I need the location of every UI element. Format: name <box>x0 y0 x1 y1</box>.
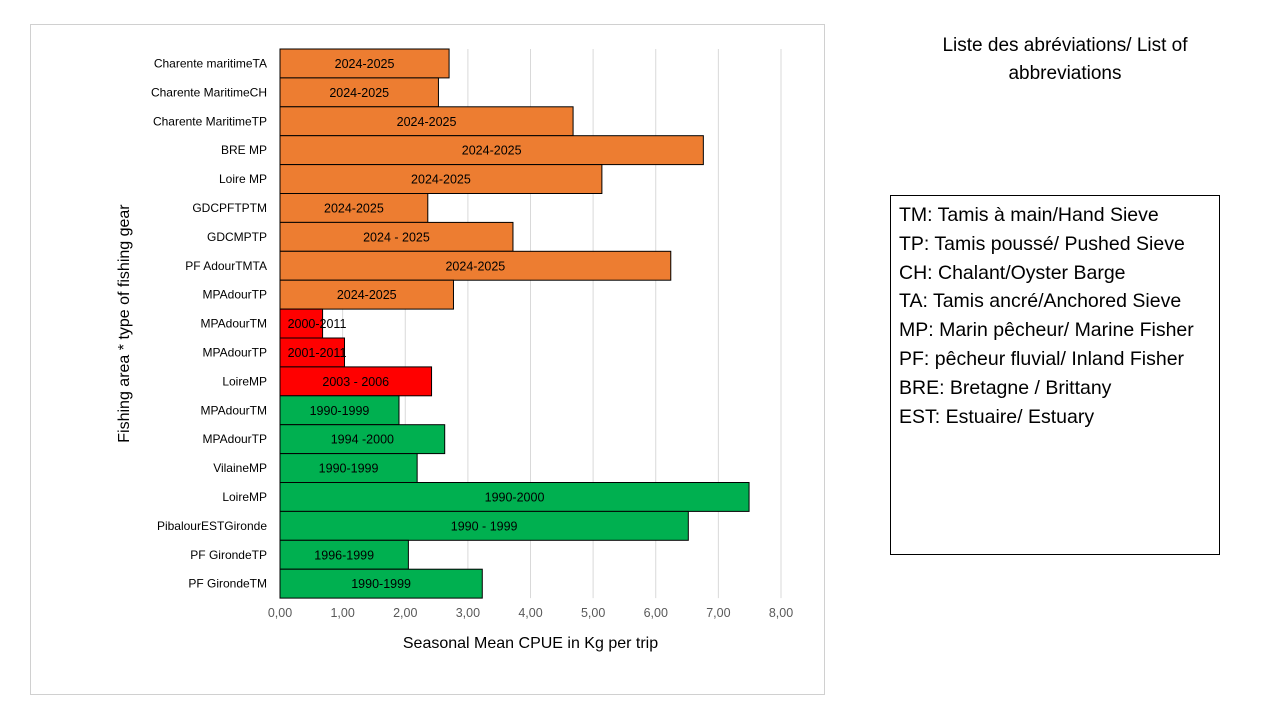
x-tick-label: 7,00 <box>706 606 730 620</box>
x-axis-title: Seasonal Mean CPUE in Kg per trip <box>403 635 658 652</box>
chart-area: 0,00 1,00 2,00 3,00 4,00 5,00 6,00 7,00 8,00 Char… <box>30 24 825 695</box>
category-label: MPAdourTP <box>203 345 267 359</box>
data-label: 2024-2025 <box>329 86 389 100</box>
abbreviation-line: TA: Tamis ancré/Anchored Sieve <box>899 290 1182 313</box>
bar <box>279 279 454 310</box>
category-label: PF GirondeTM <box>188 577 267 591</box>
abbreviation-line: PF: pêcheur fluvial/ Inland Fisher <box>899 347 1185 370</box>
category-label: MPAdourTP <box>203 432 267 446</box>
category-label: GDCPFTPTM <box>192 201 267 215</box>
bar <box>279 164 603 195</box>
category-label: BRE MP <box>221 143 267 157</box>
data-label: 1990 - 1999 <box>451 519 518 533</box>
data-label: 2024-2025 <box>335 57 395 71</box>
data-label: 2001-2011 <box>288 346 347 360</box>
data-label: 2024-2025 <box>397 115 457 129</box>
data-label: 2024 - 2025 <box>363 230 430 244</box>
category-label: VilaineMP <box>213 461 267 475</box>
abbreviation-line: MP: Marin pêcheur/ Marine Fisher <box>899 319 1194 342</box>
data-label: 1996-1999 <box>314 548 374 562</box>
bar <box>279 308 324 339</box>
abbreviation-line: BRE: Bretagne / Brittany <box>899 376 1112 399</box>
category-label: PF AdourTMTA <box>185 259 267 273</box>
category-label: LoireMP <box>222 490 267 504</box>
x-tick-label: 3,00 <box>456 606 480 620</box>
data-label: 1990-1999 <box>310 404 370 418</box>
y-axis-title: Fishing area * type of fishing gear <box>116 204 133 443</box>
category-label: Charente MaritimeCH <box>151 85 267 99</box>
bar <box>279 250 672 281</box>
data-label: 1990-2000 <box>485 490 545 504</box>
category-label: MPAdourTM <box>201 317 267 331</box>
data-label: 2024-2025 <box>462 144 522 158</box>
bar <box>279 510 689 541</box>
data-label: 2024-2025 <box>324 201 384 215</box>
bar <box>279 453 418 484</box>
abbreviation-line: TM: Tamis à main/Hand Sieve <box>899 204 1159 226</box>
bar <box>279 337 346 368</box>
abbreviation-line: CH: Chalant/Oyster Barge <box>899 261 1126 284</box>
data-label: 1994 -2000 <box>331 433 394 447</box>
bar <box>279 568 483 599</box>
data-label: 2024-2025 <box>337 288 397 302</box>
abbreviations-title: Liste des abréviations/ List of abbrevia… <box>942 35 1188 84</box>
category-label: Charente maritimeTA <box>154 56 267 70</box>
x-tick-label: 4,00 <box>518 606 542 620</box>
bar <box>279 482 750 512</box>
data-label: 2000-2011 <box>288 317 347 331</box>
data-label: 1990-1999 <box>319 462 379 476</box>
x-tick-label: 6,00 <box>644 606 668 620</box>
x-tick-label: 2,00 <box>393 606 417 620</box>
data-label: 2024-2025 <box>445 259 505 273</box>
data-label: 2024-2025 <box>411 173 471 187</box>
bar <box>279 221 514 252</box>
bar <box>279 424 446 455</box>
bar-chart: 0,00 1,00 2,00 3,00 4,00 5,00 6,00 7,00 8,00 Char… <box>116 48 793 652</box>
x-tick-label: 5,00 <box>581 606 605 620</box>
category-label: Loire MP <box>219 172 267 186</box>
abbreviation-line: EST: Estuaire/ Estuary <box>899 405 1095 428</box>
bar <box>279 106 574 137</box>
x-tick-label: 0,00 <box>268 606 292 620</box>
bar <box>279 193 429 223</box>
bar <box>279 135 704 166</box>
category-label: Charente MaritimeTP <box>153 114 267 128</box>
abbreviations-box: TM: Tamis à main/Hand Sieve TP: Tamis po… <box>890 195 1220 555</box>
x-tick-label: 8,00 <box>769 606 793 620</box>
category-label: PibalourESTGironde <box>157 519 267 533</box>
abbreviation-line: TP: Tamis poussé/ Pushed Sieve <box>899 232 1185 255</box>
category-label: LoireMP <box>222 374 267 388</box>
bar <box>279 539 409 570</box>
category-label: GDCMPTP <box>207 230 267 244</box>
category-label: PF GirondeTP <box>190 548 267 562</box>
data-label: 1990-1999 <box>351 577 411 591</box>
bar <box>279 48 450 79</box>
category-label: MPAdourTP <box>203 288 267 302</box>
category-label: MPAdourTM <box>201 403 267 417</box>
data-label: 2003 - 2006 <box>322 375 389 389</box>
x-tick-label: 1,00 <box>330 606 354 620</box>
